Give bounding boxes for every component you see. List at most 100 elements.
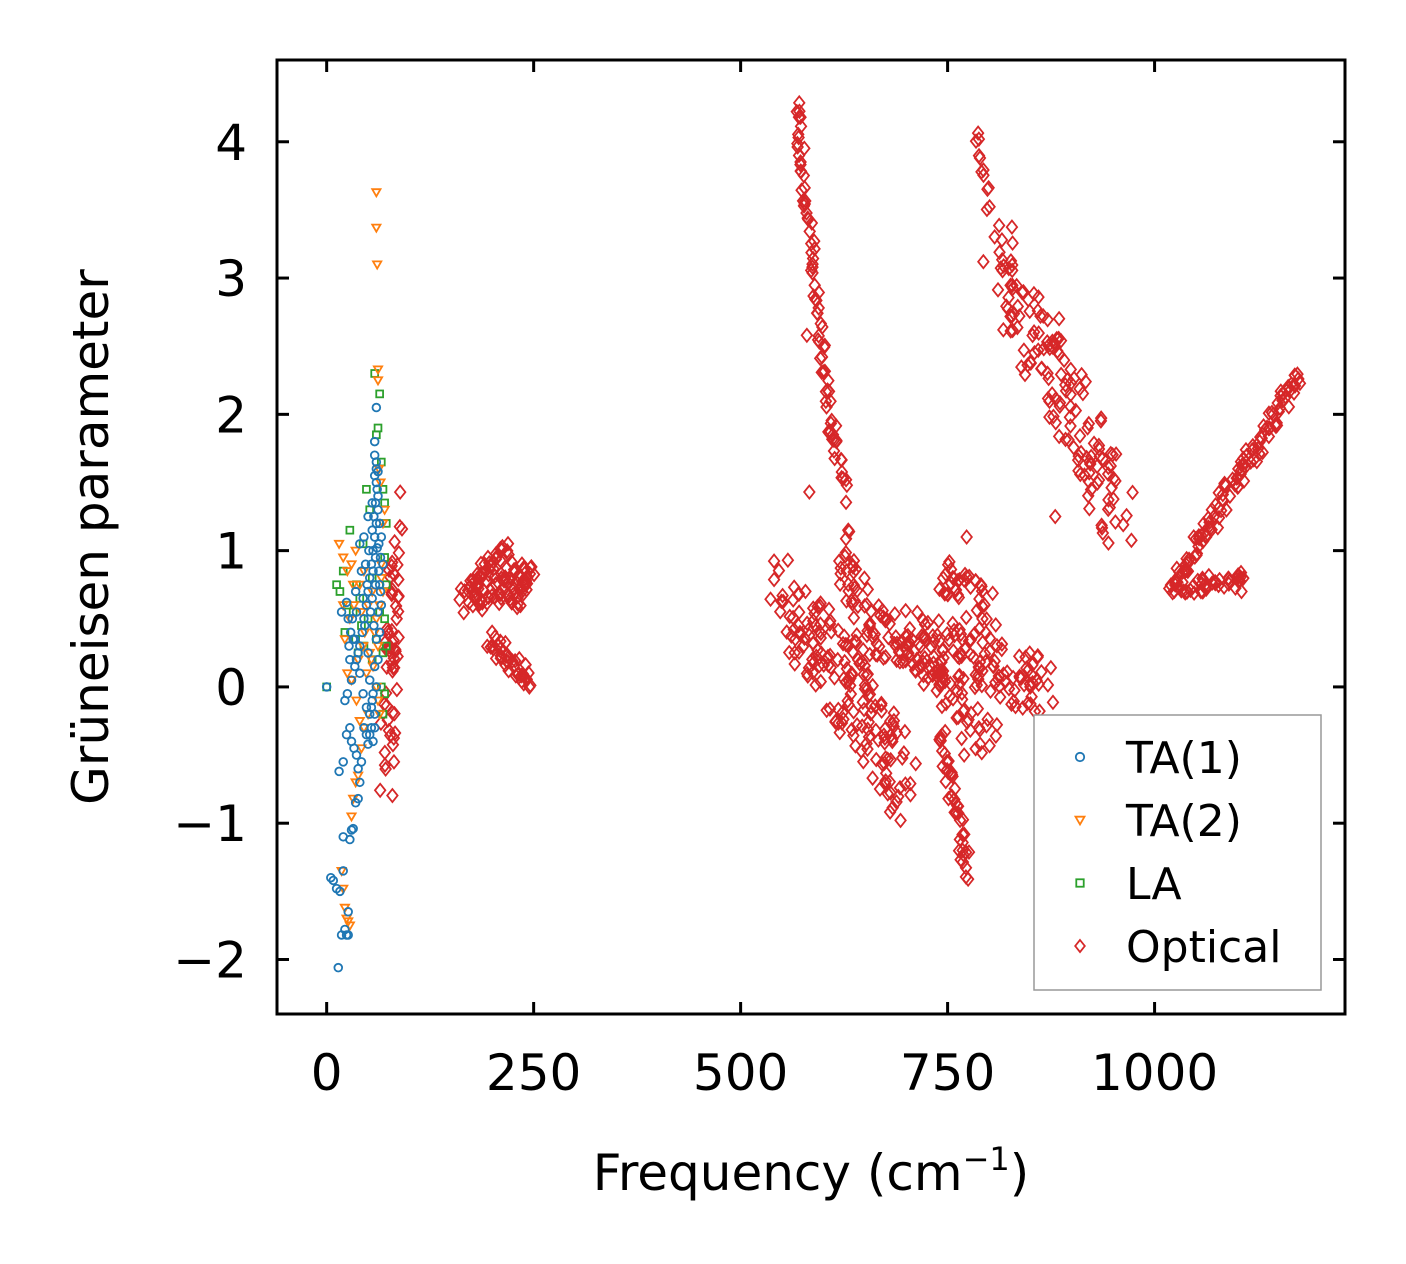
data-point <box>1253 433 1267 450</box>
data-point <box>792 147 806 164</box>
data-point <box>363 511 373 522</box>
data-point <box>794 109 807 126</box>
data-point <box>918 649 932 666</box>
data-point <box>959 868 973 885</box>
data-point <box>1096 450 1110 467</box>
data-point <box>1052 428 1066 445</box>
data-point <box>801 668 815 684</box>
data-point <box>800 205 813 221</box>
data-point <box>936 670 950 687</box>
data-point <box>1006 235 1019 252</box>
data-point <box>1064 398 1077 415</box>
data-point <box>382 722 396 739</box>
data-point <box>341 567 354 577</box>
data-point <box>382 639 396 655</box>
data-point <box>799 583 812 600</box>
data-point <box>355 668 365 679</box>
data-point <box>954 626 968 643</box>
data-point <box>367 593 377 604</box>
data-point <box>351 607 362 617</box>
legend-marker <box>1074 751 1086 763</box>
data-point <box>1032 676 1046 693</box>
data-point <box>366 587 378 598</box>
data-point <box>828 669 841 686</box>
data-point <box>806 264 819 281</box>
data-point <box>378 559 388 570</box>
data-point <box>369 620 379 631</box>
data-point <box>1076 385 1090 402</box>
data-point <box>1205 501 1219 518</box>
data-point <box>991 281 1005 298</box>
data-point <box>350 586 361 597</box>
data-point <box>336 607 347 617</box>
data-point <box>1014 669 1028 686</box>
data-point <box>519 570 533 586</box>
data-point <box>369 723 380 733</box>
data-point <box>788 656 802 672</box>
data-point <box>1034 308 1047 325</box>
data-point <box>875 703 889 719</box>
data-point <box>840 477 854 494</box>
data-point <box>1102 535 1115 551</box>
data-point <box>523 679 536 695</box>
data-point <box>358 688 368 699</box>
y-tick-label: 3 <box>215 250 247 308</box>
data-point <box>1064 386 1077 403</box>
data-point <box>475 591 488 608</box>
data-point <box>904 786 917 803</box>
data-point <box>1211 519 1225 536</box>
data-point <box>1260 419 1274 436</box>
data-point <box>1041 311 1054 328</box>
data-point <box>843 677 857 694</box>
data-point <box>936 667 950 684</box>
data-point <box>1006 322 1019 339</box>
data-point <box>894 634 907 651</box>
data-point <box>927 633 941 650</box>
data-point <box>910 604 924 621</box>
data-point <box>864 698 878 715</box>
data-point <box>934 729 947 745</box>
data-point <box>873 781 887 797</box>
data-point <box>986 585 1000 602</box>
data-point <box>988 653 1002 670</box>
data-point <box>392 588 405 605</box>
data-point <box>866 770 879 787</box>
data-point <box>806 256 819 273</box>
data-point <box>918 616 932 633</box>
data-point <box>917 667 930 684</box>
data-point <box>841 692 855 709</box>
data-point <box>453 591 466 608</box>
data-point <box>1025 688 1038 705</box>
data-point <box>371 402 382 413</box>
data-point <box>874 607 887 624</box>
data-point <box>946 768 959 785</box>
data-point <box>1090 458 1104 475</box>
data-point <box>348 823 358 834</box>
data-point <box>839 530 853 547</box>
data-point <box>1047 408 1060 425</box>
data-point <box>800 327 814 344</box>
data-point <box>373 782 387 799</box>
data-point <box>884 751 898 768</box>
data-point <box>938 585 952 602</box>
data-point <box>941 556 955 573</box>
data-point <box>1052 330 1066 347</box>
data-point <box>1270 414 1284 431</box>
data-point <box>952 589 966 606</box>
data-point <box>1046 694 1060 711</box>
data-point <box>993 244 1006 261</box>
data-point <box>807 233 821 250</box>
x-tick-label: 0 <box>311 1044 343 1102</box>
data-point <box>498 569 512 585</box>
data-point <box>1246 441 1260 458</box>
data-point <box>786 591 800 608</box>
data-point <box>1018 366 1032 383</box>
data-point <box>969 572 983 589</box>
ticks-layer: 0 250 500 750 1000 −2 −1 0 1 2 3 4 <box>173 60 1345 1102</box>
data-point <box>511 595 525 612</box>
data-point <box>846 559 860 575</box>
data-point <box>1109 514 1122 530</box>
data-point <box>480 638 494 655</box>
data-point <box>817 364 830 380</box>
